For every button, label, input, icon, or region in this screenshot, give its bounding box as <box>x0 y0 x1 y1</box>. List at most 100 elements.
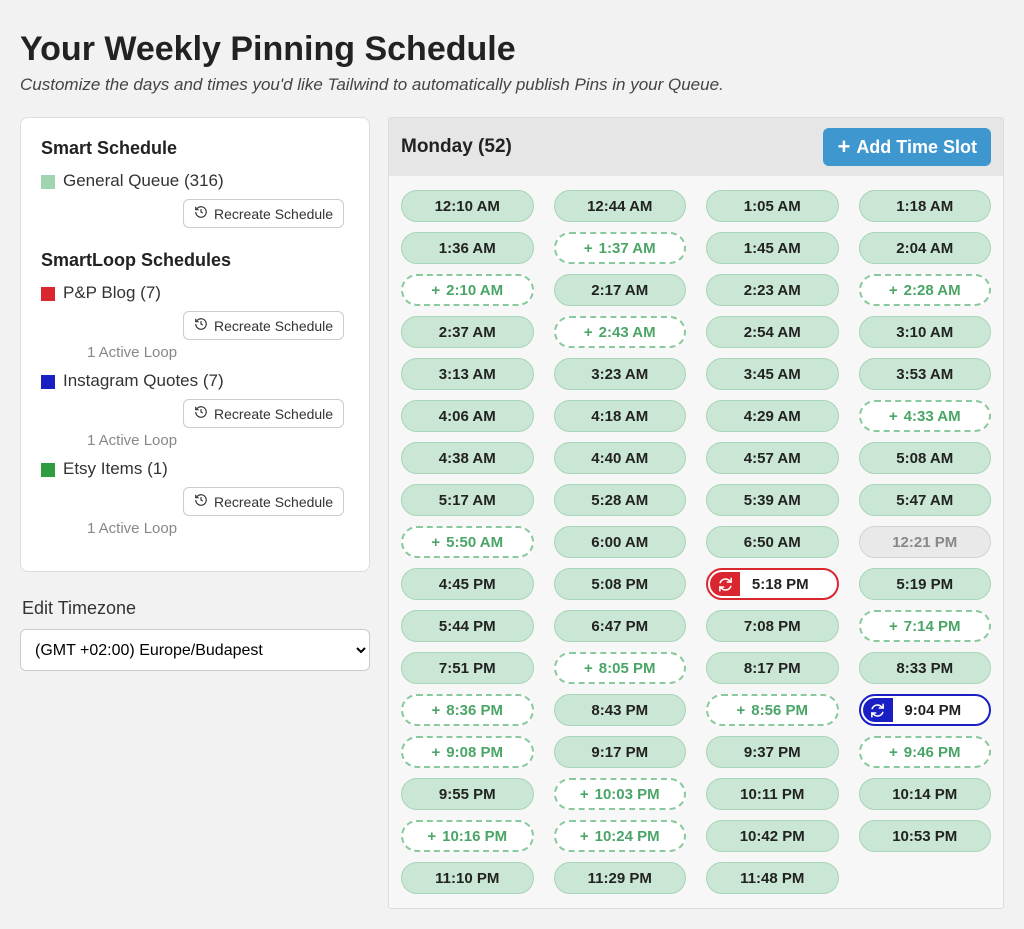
loop-swatch <box>41 287 55 301</box>
time-slot[interactable]: 7:51 PM <box>401 652 534 684</box>
time-slot[interactable]: 5:39 AM <box>706 484 839 516</box>
suggested-time-slot[interactable]: +2:28 AM <box>859 274 992 306</box>
time-slot[interactable]: 2:17 AM <box>554 274 687 306</box>
suggested-time-slot[interactable]: +8:36 PM <box>401 694 534 726</box>
time-slot-label: 8:05 PM <box>599 660 656 677</box>
loop-label[interactable]: Instagram Quotes (7) <box>63 371 224 391</box>
time-slot[interactable]: 4:45 PM <box>401 568 534 600</box>
time-slot[interactable]: 2:37 AM <box>401 316 534 348</box>
suggested-time-slot[interactable]: +8:05 PM <box>554 652 687 684</box>
time-slot[interactable]: 2:23 AM <box>706 274 839 306</box>
plus-icon: + <box>889 282 898 299</box>
recreate-schedule-button-loop-2[interactable]: Recreate Schedule <box>183 487 344 516</box>
day-schedule-panel: Monday (52) + Add Time Slot 12:10 AM12:4… <box>388 117 1004 909</box>
time-slot[interactable]: 5:17 AM <box>401 484 534 516</box>
general-queue-label[interactable]: General Queue (316) <box>63 171 224 191</box>
plus-icon: + <box>431 534 440 551</box>
time-slot-label: 9:04 PM <box>904 702 961 719</box>
plus-icon: + <box>580 828 589 845</box>
history-icon <box>194 317 208 334</box>
time-slot[interactable]: 9:37 PM <box>706 736 839 768</box>
timezone-select[interactable]: (GMT +02:00) Europe/Budapest <box>20 629 370 671</box>
time-slot[interactable]: 12:10 AM <box>401 190 534 222</box>
suggested-time-slot[interactable]: +2:10 AM <box>401 274 534 306</box>
time-slot[interactable]: 10:14 PM <box>859 778 992 810</box>
plus-icon: + <box>427 828 436 845</box>
plus-icon: + <box>580 786 589 803</box>
time-slot[interactable]: 8:43 PM <box>554 694 687 726</box>
time-slot[interactable]: 3:53 AM <box>859 358 992 390</box>
time-slot[interactable]: 5:19 PM <box>859 568 992 600</box>
time-slot[interactable]: 4:06 AM <box>401 400 534 432</box>
plus-icon: + <box>837 136 850 158</box>
time-slot[interactable]: 4:57 AM <box>706 442 839 474</box>
suggested-time-slot[interactable]: +5:50 AM <box>401 526 534 558</box>
time-slot[interactable]: 3:13 AM <box>401 358 534 390</box>
time-slot[interactable]: 8:33 PM <box>859 652 992 684</box>
plus-icon: + <box>584 240 593 257</box>
plus-icon: + <box>432 744 441 761</box>
sync-icon <box>863 698 893 722</box>
add-time-slot-button[interactable]: + Add Time Slot <box>823 128 991 166</box>
time-slot[interactable]: 11:29 PM <box>554 862 687 894</box>
time-slot-label: 8:56 PM <box>751 702 808 719</box>
time-slot[interactable]: 4:40 AM <box>554 442 687 474</box>
time-slot[interactable]: 3:45 AM <box>706 358 839 390</box>
time-slot[interactable]: 1:18 AM <box>859 190 992 222</box>
time-slot[interactable]: 1:05 AM <box>706 190 839 222</box>
time-slot[interactable]: 2:04 AM <box>859 232 992 264</box>
time-slot[interactable]: 9:17 PM <box>554 736 687 768</box>
time-slot[interactable]: 6:47 PM <box>554 610 687 642</box>
suggested-time-slot[interactable]: +10:16 PM <box>401 820 534 852</box>
loop-label[interactable]: Etsy Items (1) <box>63 459 168 479</box>
time-slot[interactable]: 8:17 PM <box>706 652 839 684</box>
suggested-time-slot[interactable]: +10:03 PM <box>554 778 687 810</box>
suggested-time-slot[interactable]: +9:08 PM <box>401 736 534 768</box>
time-slot[interactable]: 11:48 PM <box>706 862 839 894</box>
time-slot[interactable]: 5:44 PM <box>401 610 534 642</box>
recreate-schedule-button-general[interactable]: Recreate Schedule <box>183 199 344 228</box>
time-slot[interactable]: 10:53 PM <box>859 820 992 852</box>
suggested-time-slot[interactable]: +10:24 PM <box>554 820 687 852</box>
smart-schedule-heading: Smart Schedule <box>41 138 349 159</box>
suggested-time-slot[interactable]: +4:33 AM <box>859 400 992 432</box>
suggested-time-slot[interactable]: +9:46 PM <box>859 736 992 768</box>
time-slot[interactable]: 4:29 AM <box>706 400 839 432</box>
general-queue-swatch <box>41 175 55 189</box>
time-slot[interactable]: 9:55 PM <box>401 778 534 810</box>
time-slot[interactable]: 4:38 AM <box>401 442 534 474</box>
time-slot[interactable]: 6:00 AM <box>554 526 687 558</box>
time-slot[interactable]: 12:44 AM <box>554 190 687 222</box>
recreate-schedule-button-loop-1[interactable]: Recreate Schedule <box>183 399 344 428</box>
loop-time-slot[interactable]: 9:04 PM <box>859 694 992 726</box>
time-slot[interactable]: 1:36 AM <box>401 232 534 264</box>
time-slot[interactable]: 3:23 AM <box>554 358 687 390</box>
time-slot[interactable]: 5:08 PM <box>554 568 687 600</box>
schedules-panel: Smart Schedule General Queue (316) Recre… <box>20 117 370 572</box>
time-slot[interactable]: 10:42 PM <box>706 820 839 852</box>
time-slot[interactable]: 5:08 AM <box>859 442 992 474</box>
time-slot[interactable]: 4:18 AM <box>554 400 687 432</box>
page-title: Your Weekly Pinning Schedule <box>20 30 1004 69</box>
suggested-time-slot[interactable]: +8:56 PM <box>706 694 839 726</box>
time-slot[interactable]: 2:54 AM <box>706 316 839 348</box>
time-slot[interactable]: 7:08 PM <box>706 610 839 642</box>
history-icon <box>194 405 208 422</box>
time-slot[interactable]: 10:11 PM <box>706 778 839 810</box>
time-slot[interactable]: 5:28 AM <box>554 484 687 516</box>
suggested-time-slot[interactable]: +1:37 AM <box>554 232 687 264</box>
disabled-time-slot[interactable]: 12:21 PM <box>859 526 992 558</box>
recreate-schedule-button-loop-0[interactable]: Recreate Schedule <box>183 311 344 340</box>
plus-icon: + <box>889 618 898 635</box>
active-loop-count: 1 Active Loop <box>87 344 349 361</box>
loop-time-slot[interactable]: 5:18 PM <box>706 568 839 600</box>
suggested-time-slot[interactable]: +2:43 AM <box>554 316 687 348</box>
time-slot-label: 10:16 PM <box>442 828 507 845</box>
time-slot[interactable]: 3:10 AM <box>859 316 992 348</box>
time-slot[interactable]: 6:50 AM <box>706 526 839 558</box>
time-slot[interactable]: 5:47 AM <box>859 484 992 516</box>
time-slot[interactable]: 11:10 PM <box>401 862 534 894</box>
loop-label[interactable]: P&P Blog (7) <box>63 283 161 303</box>
time-slot[interactable]: 1:45 AM <box>706 232 839 264</box>
suggested-time-slot[interactable]: +7:14 PM <box>859 610 992 642</box>
